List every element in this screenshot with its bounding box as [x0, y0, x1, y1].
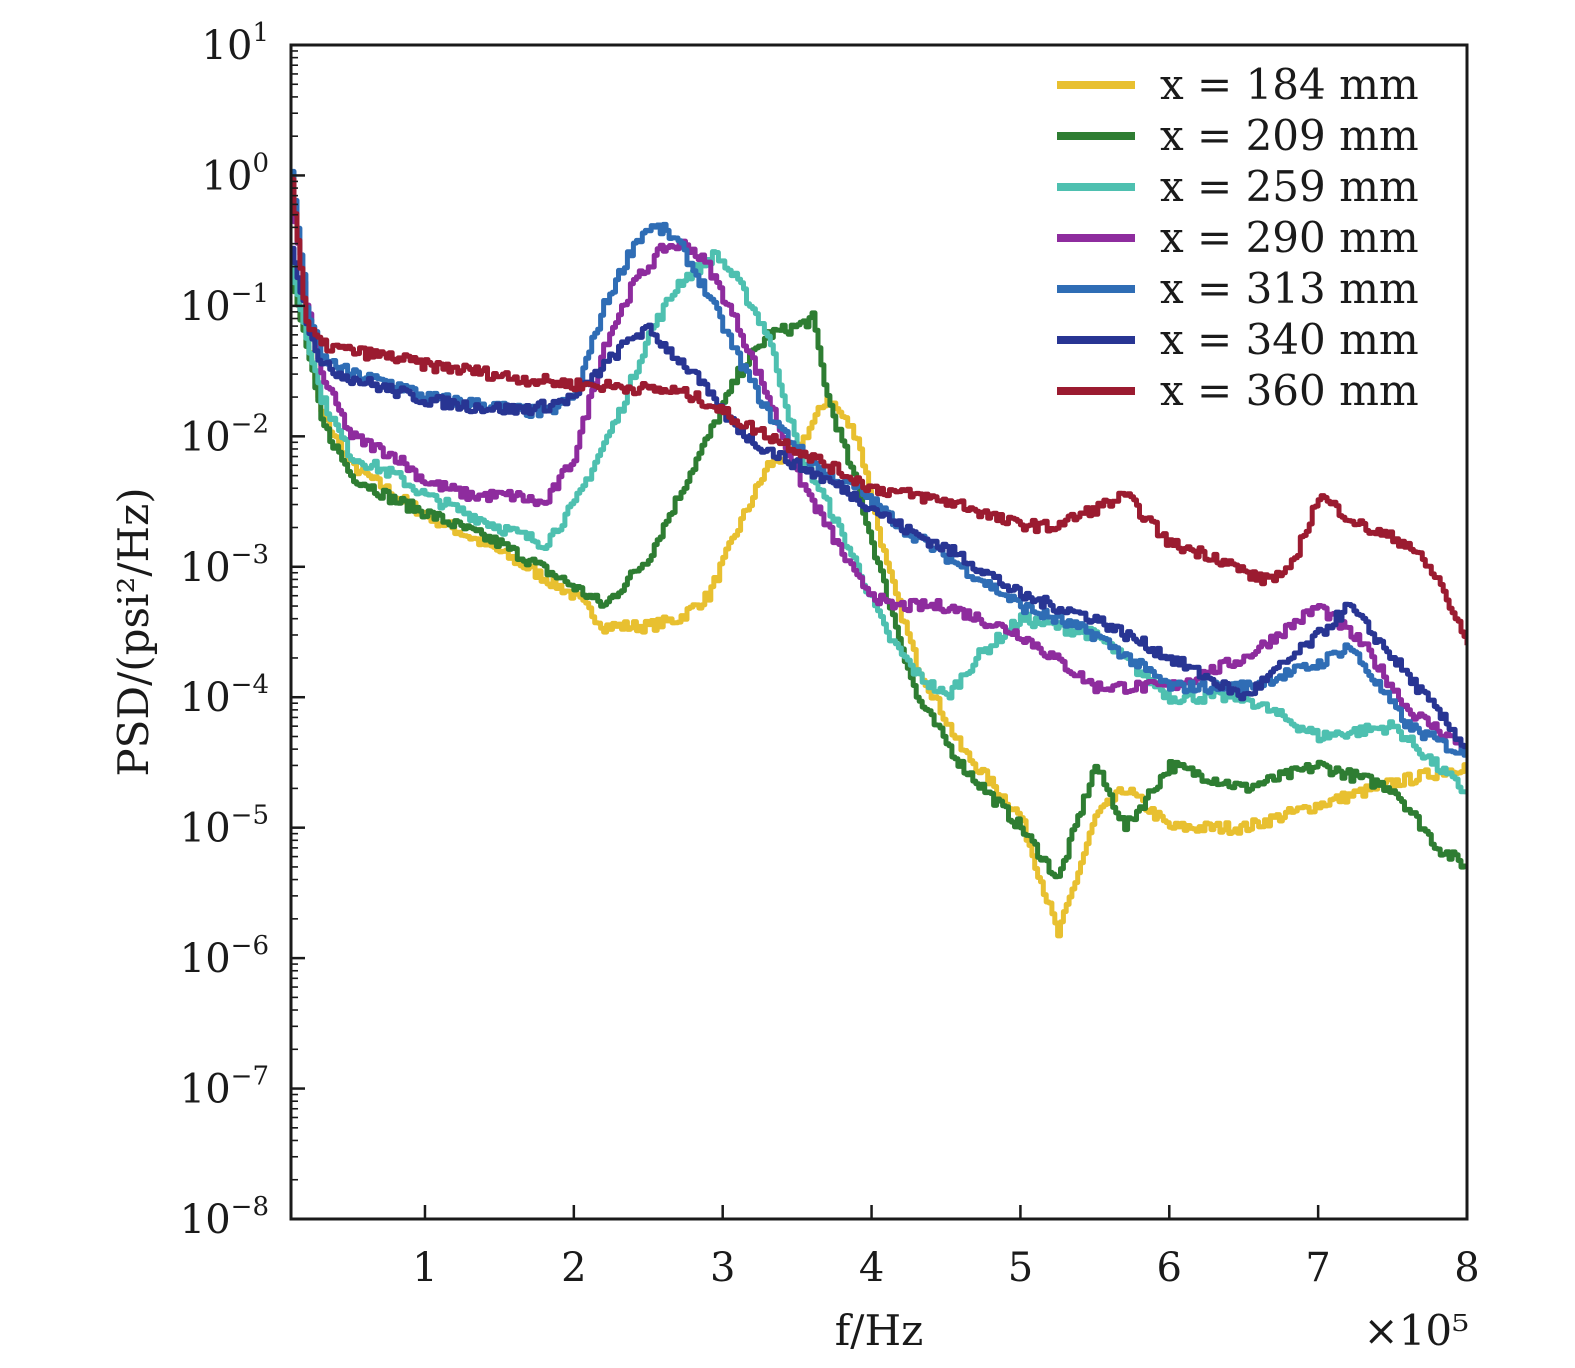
x-tick-label-0: 1: [412, 1245, 437, 1291]
x-axis-label: f/Hz: [835, 1306, 923, 1355]
y-axis-label: PSD/(psi²/Hz): [109, 487, 158, 776]
plot-frame: [289, 43, 1469, 1221]
y-tick-label-2: 10−1: [180, 279, 269, 330]
y-tick-label-0: 101: [202, 18, 269, 69]
x-tick-label-2: 3: [710, 1245, 735, 1291]
legend-label-3: x = 290 mm: [1160, 213, 1419, 262]
series-layer: [291, 168, 1467, 939]
x-tick-label-3: 4: [859, 1245, 884, 1291]
y-tick-label-9: 10−8: [180, 1192, 269, 1243]
label-layer: 1 2 3 4 5 6 7 8 101 100 10−1 10−2 10−3 10−4 10−5 10−6 10…: [109, 18, 1480, 1355]
y-tick-label-8: 10−7: [180, 1062, 269, 1113]
y-tick-label-6: 10−5: [180, 801, 269, 852]
x-tick-label-4: 5: [1008, 1245, 1033, 1291]
y-tick-label-4: 10−3: [180, 540, 269, 591]
y-tick-label-1: 100: [202, 148, 269, 199]
legend-label-2: x = 259 mm: [1160, 162, 1419, 211]
legend-label-5: x = 340 mm: [1160, 315, 1419, 364]
x-tick-label-5: 6: [1157, 1245, 1182, 1291]
tick-layer: [291, 43, 1469, 1221]
x-tick-label-1: 2: [561, 1245, 586, 1291]
series-line-2: [291, 249, 1467, 795]
legend-label-4: x = 313 mm: [1160, 264, 1419, 313]
legend-label-6: x = 360 mm: [1160, 366, 1419, 415]
y-tick-label-5: 10−4: [180, 670, 269, 721]
series-line-1: [291, 280, 1467, 880]
x-axis-multiplier: ×10⁵: [1364, 1306, 1469, 1355]
y-tick-label-3: 10−2: [180, 409, 269, 460]
legend-label-0: x = 184 mm: [1160, 60, 1419, 109]
series-line-6: [291, 176, 1467, 646]
x-tick-label-6: 7: [1305, 1245, 1330, 1291]
series-line-3: [291, 205, 1467, 753]
legend: x = 184 mmx = 209 mmx = 259 mmx = 290 mm…: [1057, 60, 1419, 415]
y-tick-label-7: 10−6: [180, 931, 269, 982]
legend-label-1: x = 209 mm: [1160, 111, 1419, 160]
x-tick-label-7: 8: [1454, 1245, 1479, 1291]
series-line-5: [291, 245, 1467, 750]
